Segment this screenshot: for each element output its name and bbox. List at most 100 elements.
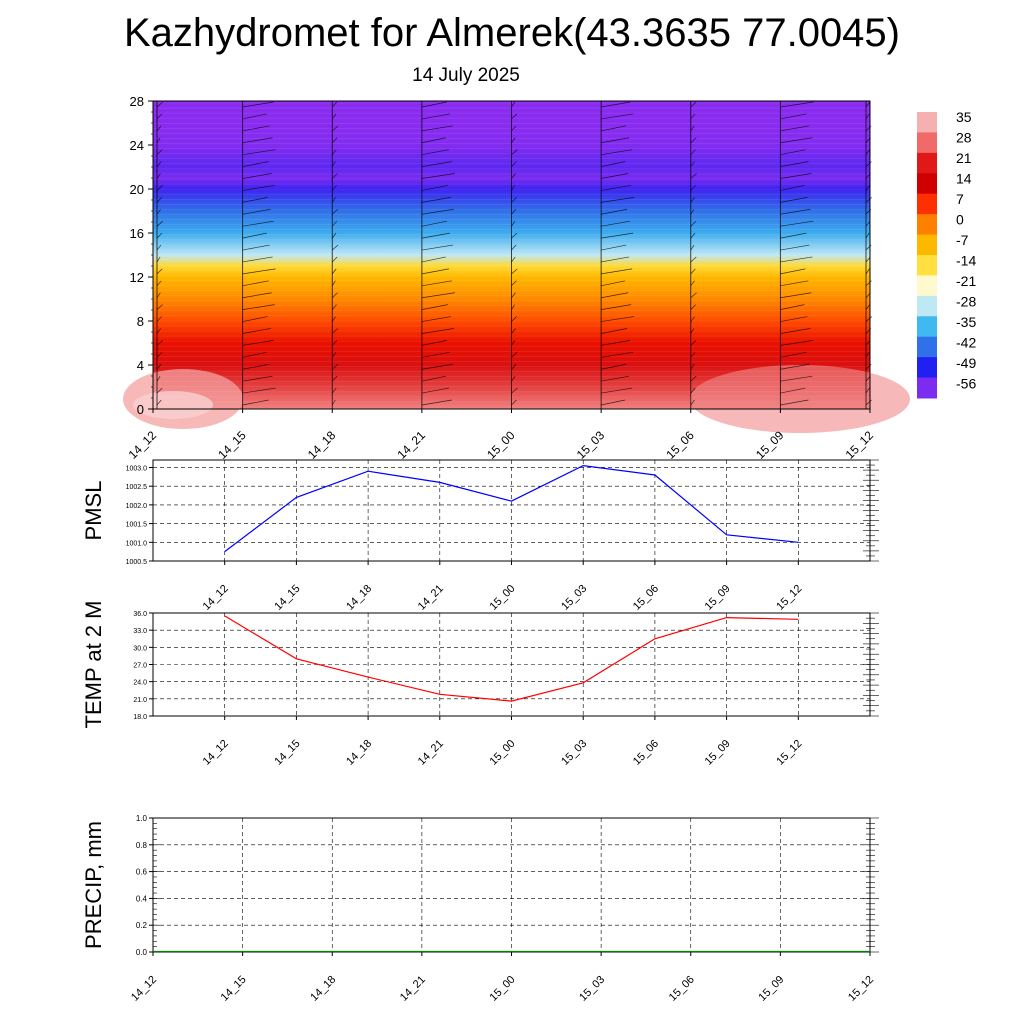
y-tick-label: 28 <box>130 94 144 109</box>
wind-barb <box>511 328 517 334</box>
temp-panel: 18.0 21.0 24.0 27.0 30.0 33.0 36.0 14_12 14_15 14… <box>81 601 879 768</box>
wind-barb <box>421 340 447 346</box>
wind-barb <box>690 173 697 179</box>
wind-barb <box>780 304 805 310</box>
wind-barb <box>511 387 518 394</box>
wind-barb <box>331 387 337 394</box>
wind-barb <box>690 232 696 239</box>
colorbar-swatch <box>917 357 937 379</box>
wind-barb <box>331 220 338 227</box>
wind-barb <box>601 363 627 370</box>
wind-barb <box>242 399 269 406</box>
wind-barb <box>690 316 696 322</box>
y-tick-label: 24 <box>130 138 144 153</box>
wind-barb <box>690 244 695 251</box>
wind-barb <box>780 101 814 108</box>
wind-barb <box>601 220 631 227</box>
wind-barb <box>780 173 812 179</box>
colorbar-swatch <box>917 316 937 338</box>
colorbar-label: -49 <box>956 355 976 371</box>
wind-barb <box>511 125 517 132</box>
wind-barb <box>601 340 631 346</box>
x-tick-label: 15_03 <box>559 583 589 613</box>
wind-barb <box>421 328 454 334</box>
wind-barb <box>601 351 634 358</box>
wind-barb <box>511 149 518 155</box>
y-tick-label: 12 <box>130 270 144 285</box>
wind-barb <box>690 304 696 310</box>
x-tick-label: 14_18 <box>344 583 374 613</box>
colorbar-label: 28 <box>956 130 972 146</box>
wind-barb <box>156 328 161 334</box>
wind-barb <box>156 101 164 108</box>
wind-barb <box>865 220 871 227</box>
y-tick-label: 0.0 <box>136 948 148 957</box>
wind-barb <box>156 387 163 394</box>
wind-barb <box>601 149 633 156</box>
x-tick-label: 15_12 <box>774 583 804 613</box>
wind-barb <box>690 220 697 227</box>
wind-barb <box>331 113 337 120</box>
wind-barb <box>332 328 338 334</box>
wind-barb <box>780 316 808 322</box>
x-tick-label: 15_06 <box>663 428 697 462</box>
wind-barb <box>865 352 870 358</box>
wind-barb <box>690 375 697 382</box>
y-axis-label: PRECIP, mm <box>81 821 106 949</box>
wind-barb <box>242 280 269 287</box>
wind-barb <box>421 351 450 358</box>
wind-barb <box>242 149 276 156</box>
wind-barb <box>242 304 275 310</box>
wind-barb <box>690 387 696 394</box>
wind-barb <box>865 197 873 203</box>
wind-barb <box>156 316 162 322</box>
wind-barb <box>865 149 870 155</box>
wind-barb <box>156 173 161 179</box>
wind-barb <box>156 244 162 251</box>
chart-subtitle: 14 July 2025 <box>412 65 520 86</box>
wind-barb <box>421 256 446 263</box>
x-tick-label: 14_15 <box>272 738 302 768</box>
x-tick-label: 15_03 <box>577 974 607 1004</box>
y-tick-label: 1.0 <box>136 814 148 823</box>
wind-barb <box>690 340 697 346</box>
wind-barb <box>511 399 517 406</box>
chart-title: Kazhydromet for Almerek(43.3635 77.0045) <box>124 11 900 55</box>
wind-barb <box>156 340 164 346</box>
wind-barb <box>332 363 339 370</box>
wind-barb <box>156 149 163 155</box>
wind-barb <box>690 149 696 155</box>
wind-barb <box>242 173 272 179</box>
wind-barb <box>156 113 163 120</box>
wind-barb <box>601 125 627 132</box>
wind-barb <box>156 197 162 203</box>
wind-barb <box>690 256 697 263</box>
wind-barb <box>421 208 454 215</box>
x-tick-label: 15_09 <box>703 583 733 613</box>
wind-barb <box>511 375 516 382</box>
y-tick-label: 1002.5 <box>126 484 148 491</box>
wind-barb <box>511 221 516 227</box>
x-tick-label: 15_03 <box>559 738 589 768</box>
wind-barb <box>690 137 697 144</box>
wind-barb <box>331 399 336 406</box>
wind-barb <box>421 280 452 287</box>
x-tick-label: 15_12 <box>774 738 804 768</box>
wind-barb <box>690 125 695 132</box>
wind-barb <box>690 101 697 108</box>
wind-barb <box>332 137 338 144</box>
wind-barb <box>601 208 628 215</box>
wind-barb <box>780 399 809 406</box>
wind-barb <box>690 268 696 275</box>
wind-barb <box>332 292 338 298</box>
wind-barb <box>421 173 455 179</box>
wind-barb <box>242 101 274 108</box>
x-tick-label: 14_12 <box>201 583 231 613</box>
wind-barb <box>421 232 450 239</box>
wind-barb <box>511 352 518 358</box>
wind-barb <box>511 185 515 191</box>
wind-barb <box>511 304 515 310</box>
y-tick-label: 4 <box>137 358 144 373</box>
x-tick-label: 15_00 <box>484 428 518 462</box>
x-tick-label: 15_09 <box>753 428 787 462</box>
